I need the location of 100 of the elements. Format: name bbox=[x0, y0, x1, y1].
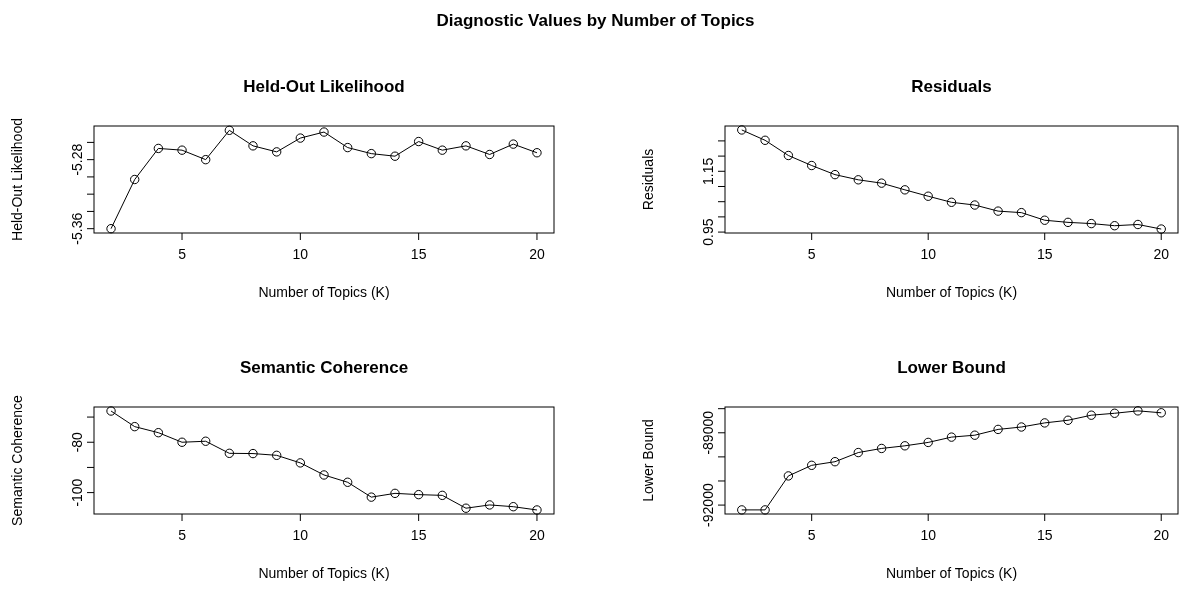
point bbox=[1063, 415, 1073, 425]
point bbox=[437, 490, 448, 501]
point bbox=[484, 149, 495, 160]
point bbox=[1016, 207, 1027, 218]
y-tick-label: -5.36 bbox=[69, 212, 85, 245]
point bbox=[737, 505, 747, 515]
point bbox=[342, 477, 353, 487]
point bbox=[508, 139, 518, 149]
point bbox=[106, 406, 116, 416]
point bbox=[177, 437, 187, 447]
point bbox=[946, 432, 957, 442]
x-tick-label: 20 bbox=[1153, 527, 1170, 543]
point bbox=[1040, 215, 1050, 225]
point bbox=[413, 136, 424, 147]
y-tick-label: -80 bbox=[69, 431, 85, 453]
y-tick-label: 0.95 bbox=[700, 218, 716, 246]
point bbox=[1016, 422, 1027, 432]
point bbox=[295, 133, 306, 143]
point bbox=[737, 125, 747, 135]
point bbox=[1086, 218, 1097, 229]
y-tick-label: -5.28 bbox=[69, 143, 85, 176]
point bbox=[366, 492, 377, 502]
point bbox=[390, 488, 400, 499]
point bbox=[1133, 406, 1143, 416]
x-tick-label: 10 bbox=[292, 246, 309, 262]
point bbox=[437, 145, 448, 155]
x-tick-label: 5 bbox=[807, 527, 816, 543]
point bbox=[900, 441, 910, 451]
point bbox=[760, 505, 770, 515]
x-tick-label: 5 bbox=[178, 246, 187, 262]
x-axis-title: Number of Topics (K) bbox=[258, 565, 390, 581]
point bbox=[532, 505, 542, 515]
point bbox=[900, 185, 910, 195]
x-tick-label: 10 bbox=[920, 246, 937, 262]
text: Diagnostic Values by Number of Topics bbox=[436, 11, 755, 30]
y-axis-title: Lower Bound bbox=[640, 419, 656, 502]
y-tick-label: -100 bbox=[69, 478, 85, 507]
point bbox=[153, 143, 164, 154]
point bbox=[830, 169, 840, 180]
point bbox=[760, 135, 770, 145]
point bbox=[1063, 217, 1073, 228]
point bbox=[130, 421, 140, 432]
point bbox=[853, 175, 863, 185]
y-axis-title: Semantic Coherence bbox=[9, 394, 25, 526]
chart-title: Residuals bbox=[911, 77, 992, 96]
point bbox=[319, 470, 329, 480]
x-tick-label: 20 bbox=[529, 527, 545, 543]
point bbox=[1086, 410, 1097, 420]
point bbox=[830, 457, 840, 467]
point bbox=[1133, 219, 1143, 230]
y-tick-label: -89000 bbox=[700, 410, 716, 455]
chart-title: Semantic Coherence bbox=[239, 358, 409, 377]
point bbox=[413, 489, 424, 500]
point bbox=[271, 450, 282, 461]
point bbox=[806, 460, 817, 471]
point bbox=[783, 150, 794, 161]
x-tick-label: 10 bbox=[292, 527, 309, 543]
point bbox=[248, 448, 258, 459]
y-tick-label: -92000 bbox=[700, 483, 716, 527]
point bbox=[295, 458, 306, 468]
point bbox=[484, 500, 495, 510]
point bbox=[946, 197, 957, 207]
point bbox=[1156, 224, 1166, 234]
point bbox=[993, 424, 1003, 435]
point bbox=[177, 145, 187, 155]
point bbox=[106, 223, 116, 234]
point bbox=[970, 200, 980, 210]
point bbox=[876, 178, 887, 188]
x-tick-label: 5 bbox=[807, 246, 816, 262]
point bbox=[153, 427, 164, 438]
point bbox=[366, 148, 377, 159]
point bbox=[532, 148, 542, 158]
point bbox=[224, 448, 235, 459]
point bbox=[342, 142, 353, 153]
point bbox=[130, 174, 140, 185]
point bbox=[970, 430, 980, 440]
point bbox=[461, 503, 471, 513]
x-tick-label: 15 bbox=[410, 246, 427, 262]
x-tick-label: 20 bbox=[1153, 246, 1170, 262]
point bbox=[200, 154, 211, 165]
chart-title: Lower Bound bbox=[897, 358, 1006, 377]
point bbox=[993, 206, 1003, 216]
point bbox=[319, 127, 329, 137]
y-axis-title: Held-Out Likelihood bbox=[9, 118, 25, 241]
point bbox=[1156, 408, 1166, 418]
chart-title: Held-Out Likelihood bbox=[243, 77, 405, 96]
point bbox=[461, 141, 471, 151]
point bbox=[224, 125, 235, 136]
point bbox=[200, 436, 211, 446]
y-axis-title: Residuals bbox=[640, 148, 656, 211]
x-tick-label: 20 bbox=[529, 246, 545, 262]
x-tick-label: 15 bbox=[410, 527, 427, 543]
point bbox=[853, 447, 863, 458]
x-axis-title: Number of Topics (K) bbox=[885, 284, 1018, 300]
x-tick-label: 5 bbox=[178, 527, 187, 543]
x-tick-label: 15 bbox=[1036, 246, 1053, 262]
y-tick-label: 1.15 bbox=[700, 157, 716, 185]
point bbox=[508, 502, 518, 512]
point bbox=[248, 141, 258, 151]
point bbox=[806, 160, 817, 171]
